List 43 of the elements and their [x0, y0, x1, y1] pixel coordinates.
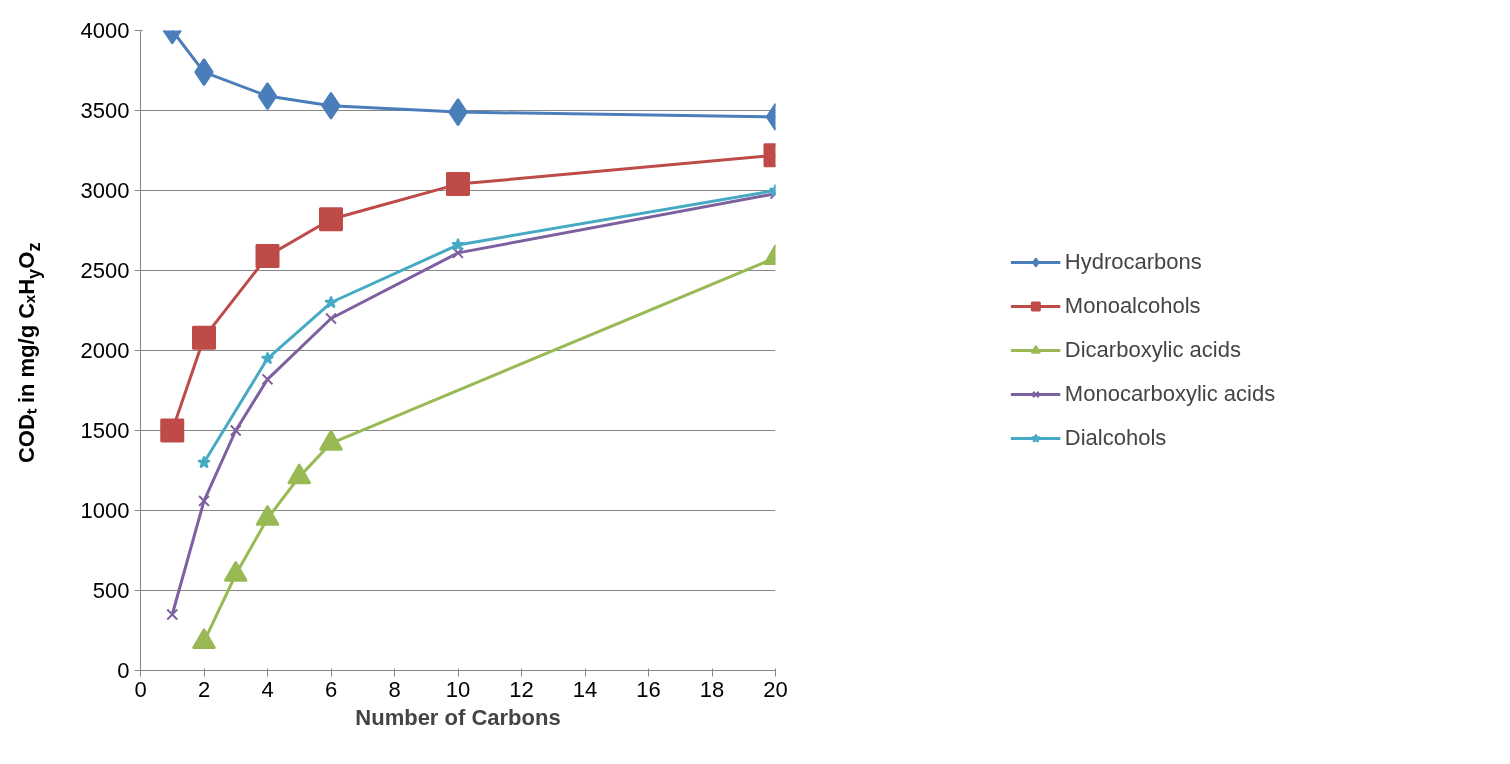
point — [160, 418, 185, 443]
point — [197, 455, 211, 469]
x-tick-label: 18 — [699, 676, 725, 702]
y-tick-label: 3500 — [80, 98, 130, 123]
legend-label: Monoalcohols — [1064, 293, 1201, 319]
point — [166, 608, 179, 621]
y-tick-label: 1500 — [80, 418, 130, 443]
point — [229, 424, 242, 437]
point — [446, 172, 470, 197]
x-tick-label: 2 — [197, 676, 211, 702]
legend-label: Dialcohols — [1064, 425, 1167, 451]
y-tick-label: 2000 — [80, 338, 130, 363]
x-tick-label: 14 — [572, 676, 598, 702]
x-tick-label: 8 — [388, 676, 401, 702]
point — [324, 295, 338, 309]
x-tick-label: 4 — [261, 676, 274, 702]
y-tick-label: 0 — [117, 658, 130, 683]
x-tick-label: 0 — [134, 676, 147, 702]
point — [261, 373, 274, 386]
legend-label: Monocarboxylic acids — [1064, 381, 1276, 407]
x-axis-title: Number of Carbons — [355, 704, 561, 730]
x-tick-label: 6 — [324, 676, 338, 702]
point — [260, 351, 275, 365]
point — [192, 325, 216, 350]
x-tick-label: 20 — [763, 676, 788, 702]
y-tick-label: 3000 — [80, 178, 130, 203]
point — [325, 312, 337, 325]
x-tick-label: 10 — [445, 676, 471, 702]
point — [198, 494, 210, 507]
y-tick-label: 2500 — [80, 258, 130, 283]
point — [451, 237, 465, 251]
point — [257, 82, 278, 111]
point — [319, 207, 343, 232]
x-tick-label: 16 — [636, 676, 661, 702]
point — [192, 628, 216, 650]
x-tick-label: 12 — [509, 676, 534, 702]
y-tick-label: 500 — [92, 578, 130, 603]
point — [255, 244, 280, 269]
point — [452, 246, 464, 259]
y-tick-label: 1000 — [80, 498, 130, 523]
legend-label: Dicarboxylic acids — [1064, 337, 1241, 363]
y-tick-label: 4000 — [80, 18, 130, 43]
legend-label: Hydrocarbons — [1064, 249, 1202, 275]
